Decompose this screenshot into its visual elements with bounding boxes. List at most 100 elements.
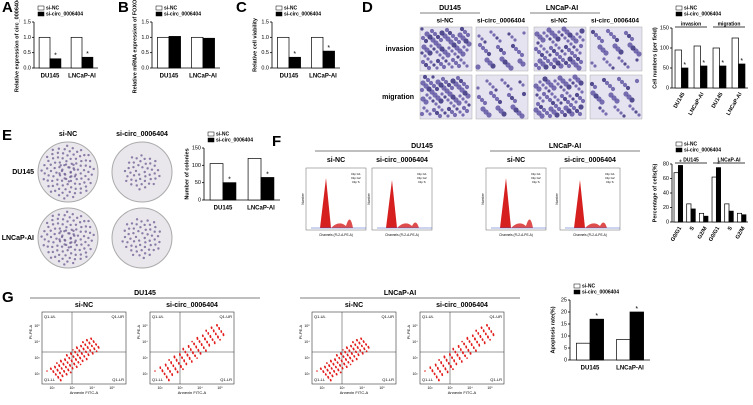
colony xyxy=(63,238,66,242)
event xyxy=(184,350,187,353)
cell xyxy=(425,77,431,83)
bar xyxy=(674,49,682,89)
cell xyxy=(499,56,505,62)
event xyxy=(177,361,180,364)
event xyxy=(466,336,469,339)
event xyxy=(446,370,449,373)
cell xyxy=(608,31,614,37)
cell xyxy=(628,104,632,108)
legend-swatch xyxy=(675,141,683,147)
event xyxy=(90,344,93,347)
event xyxy=(424,370,426,372)
colony xyxy=(125,223,129,226)
cell xyxy=(590,29,596,35)
cell-line: LNCaP-AI xyxy=(549,143,581,150)
cell xyxy=(455,107,459,111)
event xyxy=(463,342,465,345)
significance: * xyxy=(266,171,269,178)
colony xyxy=(63,263,66,266)
event xyxy=(86,346,89,348)
event xyxy=(345,346,348,348)
bar xyxy=(202,37,215,69)
colony xyxy=(144,241,147,244)
cell xyxy=(562,112,568,118)
cell xyxy=(546,27,552,33)
cell xyxy=(480,45,486,51)
cell xyxy=(635,58,639,62)
cell xyxy=(559,85,563,89)
group-label: migration xyxy=(718,21,741,27)
event xyxy=(355,338,358,341)
event xyxy=(475,329,477,332)
flow-x-label: Annexin FITC-A xyxy=(340,390,369,395)
cell xyxy=(556,82,560,86)
colony xyxy=(68,216,71,219)
histogram-legend: Dip G1 xyxy=(351,172,361,176)
cell xyxy=(542,47,546,51)
flow-y-tick: 10³ xyxy=(412,356,418,360)
event xyxy=(444,367,447,369)
cell xyxy=(489,30,493,34)
bar xyxy=(616,339,631,361)
colony xyxy=(89,247,92,251)
colony xyxy=(63,148,66,151)
histogram-x-label: Channels (FL2-A-PE-A) xyxy=(385,233,419,237)
cell xyxy=(634,78,640,84)
colony xyxy=(64,188,67,191)
legend-swatch xyxy=(275,11,283,17)
cell xyxy=(557,46,561,50)
significance: * xyxy=(683,62,686,69)
cell xyxy=(509,95,515,101)
event xyxy=(354,350,357,353)
cell xyxy=(476,94,482,100)
cell xyxy=(620,59,624,63)
cell xyxy=(513,46,519,52)
cell xyxy=(604,112,608,116)
colony xyxy=(74,187,77,191)
colony xyxy=(153,164,156,167)
colony xyxy=(84,185,88,188)
colony xyxy=(69,252,73,255)
colony xyxy=(88,231,92,235)
event xyxy=(342,355,345,357)
colony xyxy=(144,228,147,231)
colony xyxy=(75,150,79,154)
cell xyxy=(450,57,456,63)
flow-x-tick: 10⁵ xyxy=(109,386,115,390)
cell xyxy=(461,113,465,117)
cell xyxy=(577,95,583,101)
cell-line: LNCaP-AI xyxy=(546,5,578,12)
bar xyxy=(677,165,683,223)
y-tick-label: 0.0 xyxy=(23,65,31,71)
event xyxy=(169,370,171,372)
cell xyxy=(458,110,462,114)
cell xyxy=(536,49,542,55)
quadrant-label: Q1-UR xyxy=(382,314,395,319)
y-axis-label: Relative expression of circ_0006404 xyxy=(14,0,20,92)
flow-x-tick: 10⁵ xyxy=(379,386,385,390)
colony xyxy=(121,240,124,243)
colony xyxy=(61,257,64,260)
cell xyxy=(498,39,502,43)
event xyxy=(71,366,74,369)
colony xyxy=(123,169,127,173)
event xyxy=(92,340,95,342)
colony xyxy=(79,253,83,256)
colony xyxy=(83,247,86,250)
legend-swatch xyxy=(573,289,581,295)
g1-peak xyxy=(574,180,585,228)
cell xyxy=(431,75,435,79)
colony xyxy=(57,187,61,191)
colony xyxy=(143,223,146,227)
event xyxy=(95,350,98,352)
cell xyxy=(539,52,545,58)
colony xyxy=(87,153,90,157)
cell-line: DU145 xyxy=(134,290,156,297)
y-axis-label: Apoptosis rate(%) xyxy=(550,306,556,353)
colony xyxy=(88,165,92,169)
cell xyxy=(480,37,484,41)
cell xyxy=(480,106,486,112)
colony xyxy=(63,214,66,217)
cell xyxy=(423,38,429,44)
colony xyxy=(158,230,161,233)
